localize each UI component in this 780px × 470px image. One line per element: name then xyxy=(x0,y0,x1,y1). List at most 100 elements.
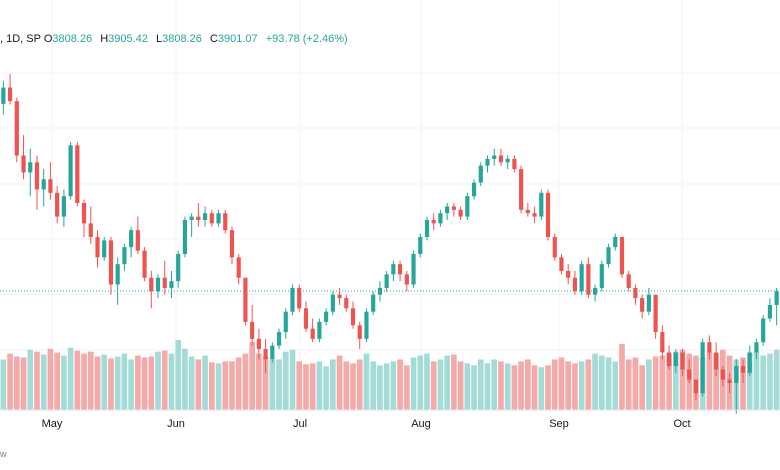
candle-body xyxy=(297,287,302,309)
volume-bar xyxy=(773,349,780,410)
candle-body xyxy=(1,87,6,104)
candle-body xyxy=(243,277,248,322)
candle-body xyxy=(122,247,127,265)
volume-bar xyxy=(383,363,390,410)
candle-body xyxy=(673,352,678,367)
candle-body xyxy=(283,311,288,333)
volume-bar xyxy=(282,351,289,410)
candle-layer xyxy=(1,73,779,414)
volume-bar xyxy=(619,343,625,410)
volume-bar xyxy=(215,363,222,410)
volume-bar xyxy=(646,359,652,410)
volume-bar xyxy=(592,353,598,410)
volume-bar xyxy=(484,363,491,410)
candle-body xyxy=(337,294,342,299)
volume-bar xyxy=(760,355,767,410)
candle-body xyxy=(41,179,46,190)
volume-layer xyxy=(0,340,780,410)
candle-body xyxy=(458,209,463,217)
candle-body xyxy=(21,155,26,173)
symbol-interval-source: , 1D, SP xyxy=(0,33,41,45)
candle-body xyxy=(767,304,772,319)
volume-bar xyxy=(309,363,316,410)
candle-body xyxy=(250,321,255,339)
volume-bar xyxy=(767,353,773,410)
volume-bar xyxy=(20,357,27,410)
candle-body xyxy=(431,220,436,224)
candle-body xyxy=(478,165,483,183)
candle-body xyxy=(653,294,658,333)
ohlc-legend: , 1D, SP O3808.26 H3905.42 L3808.26 C390… xyxy=(0,33,353,45)
candle-body xyxy=(774,291,779,305)
volume-bar xyxy=(464,363,471,410)
volume-bar xyxy=(531,365,538,410)
candle-body xyxy=(492,155,497,159)
candle-body xyxy=(129,230,134,248)
candle-body xyxy=(14,101,19,156)
candle-body xyxy=(371,294,376,312)
candle-body xyxy=(324,311,329,322)
candle-body xyxy=(391,264,396,275)
volume-bar xyxy=(0,359,7,410)
volume-bar xyxy=(114,356,121,410)
candle-body xyxy=(102,240,107,258)
volume-bar xyxy=(67,347,74,410)
close-label: C xyxy=(209,33,218,45)
volume-bar xyxy=(208,362,215,410)
candle-body xyxy=(270,345,275,360)
volume-bar xyxy=(652,356,659,410)
candle-body xyxy=(95,236,100,258)
candle-body xyxy=(519,169,524,210)
volume-bar xyxy=(141,357,148,410)
candle-body xyxy=(700,342,705,394)
volume-bar xyxy=(538,367,545,410)
volume-bar xyxy=(370,361,377,410)
candle-body xyxy=(135,230,140,251)
candle-body xyxy=(350,308,356,326)
time-axis: May Jun Jul Aug Sep Oct xyxy=(42,418,691,430)
volume-bar xyxy=(598,355,605,410)
candle-body xyxy=(68,145,73,197)
candle-body xyxy=(626,274,631,288)
candle-body xyxy=(599,264,604,288)
candle-body xyxy=(155,277,161,292)
volume-bar xyxy=(740,357,746,410)
candle-body xyxy=(196,216,201,220)
candle-body xyxy=(303,308,309,329)
volume-bar xyxy=(161,350,168,410)
x-tick-label: Jul xyxy=(293,418,307,430)
candle-body xyxy=(734,366,739,384)
high-value: 3905.42 xyxy=(108,33,148,45)
volume-bar xyxy=(61,355,67,410)
candle-body xyxy=(485,158,490,166)
candle-body xyxy=(633,287,638,299)
volume-bar xyxy=(612,361,619,410)
candle-body xyxy=(593,287,598,295)
volume-bar xyxy=(430,361,437,410)
candle-body xyxy=(714,352,719,370)
candle-body xyxy=(384,274,389,288)
volume-bar xyxy=(108,358,114,410)
change-value: +93.78 (+2.46%) xyxy=(265,33,348,45)
volume-bar xyxy=(269,359,276,410)
volume-bar xyxy=(504,363,511,410)
volume-bar xyxy=(666,353,672,410)
volume-bar xyxy=(706,351,713,410)
volume-bar xyxy=(175,340,182,410)
volume-bar xyxy=(121,353,128,410)
volume-bar xyxy=(511,365,518,410)
volume-bar xyxy=(343,361,350,410)
volume-bar xyxy=(222,361,229,410)
volume-bar xyxy=(410,357,417,410)
volume-bar xyxy=(363,353,370,410)
candle-body xyxy=(48,179,53,193)
volume-bar xyxy=(565,361,572,410)
volume-bar xyxy=(242,353,249,410)
candle-body xyxy=(176,253,181,282)
volume-bar xyxy=(356,359,363,410)
volume-bar xyxy=(316,361,323,410)
candle-body xyxy=(357,325,362,339)
x-tick-label: Sep xyxy=(549,418,569,430)
candle-body xyxy=(344,298,349,309)
